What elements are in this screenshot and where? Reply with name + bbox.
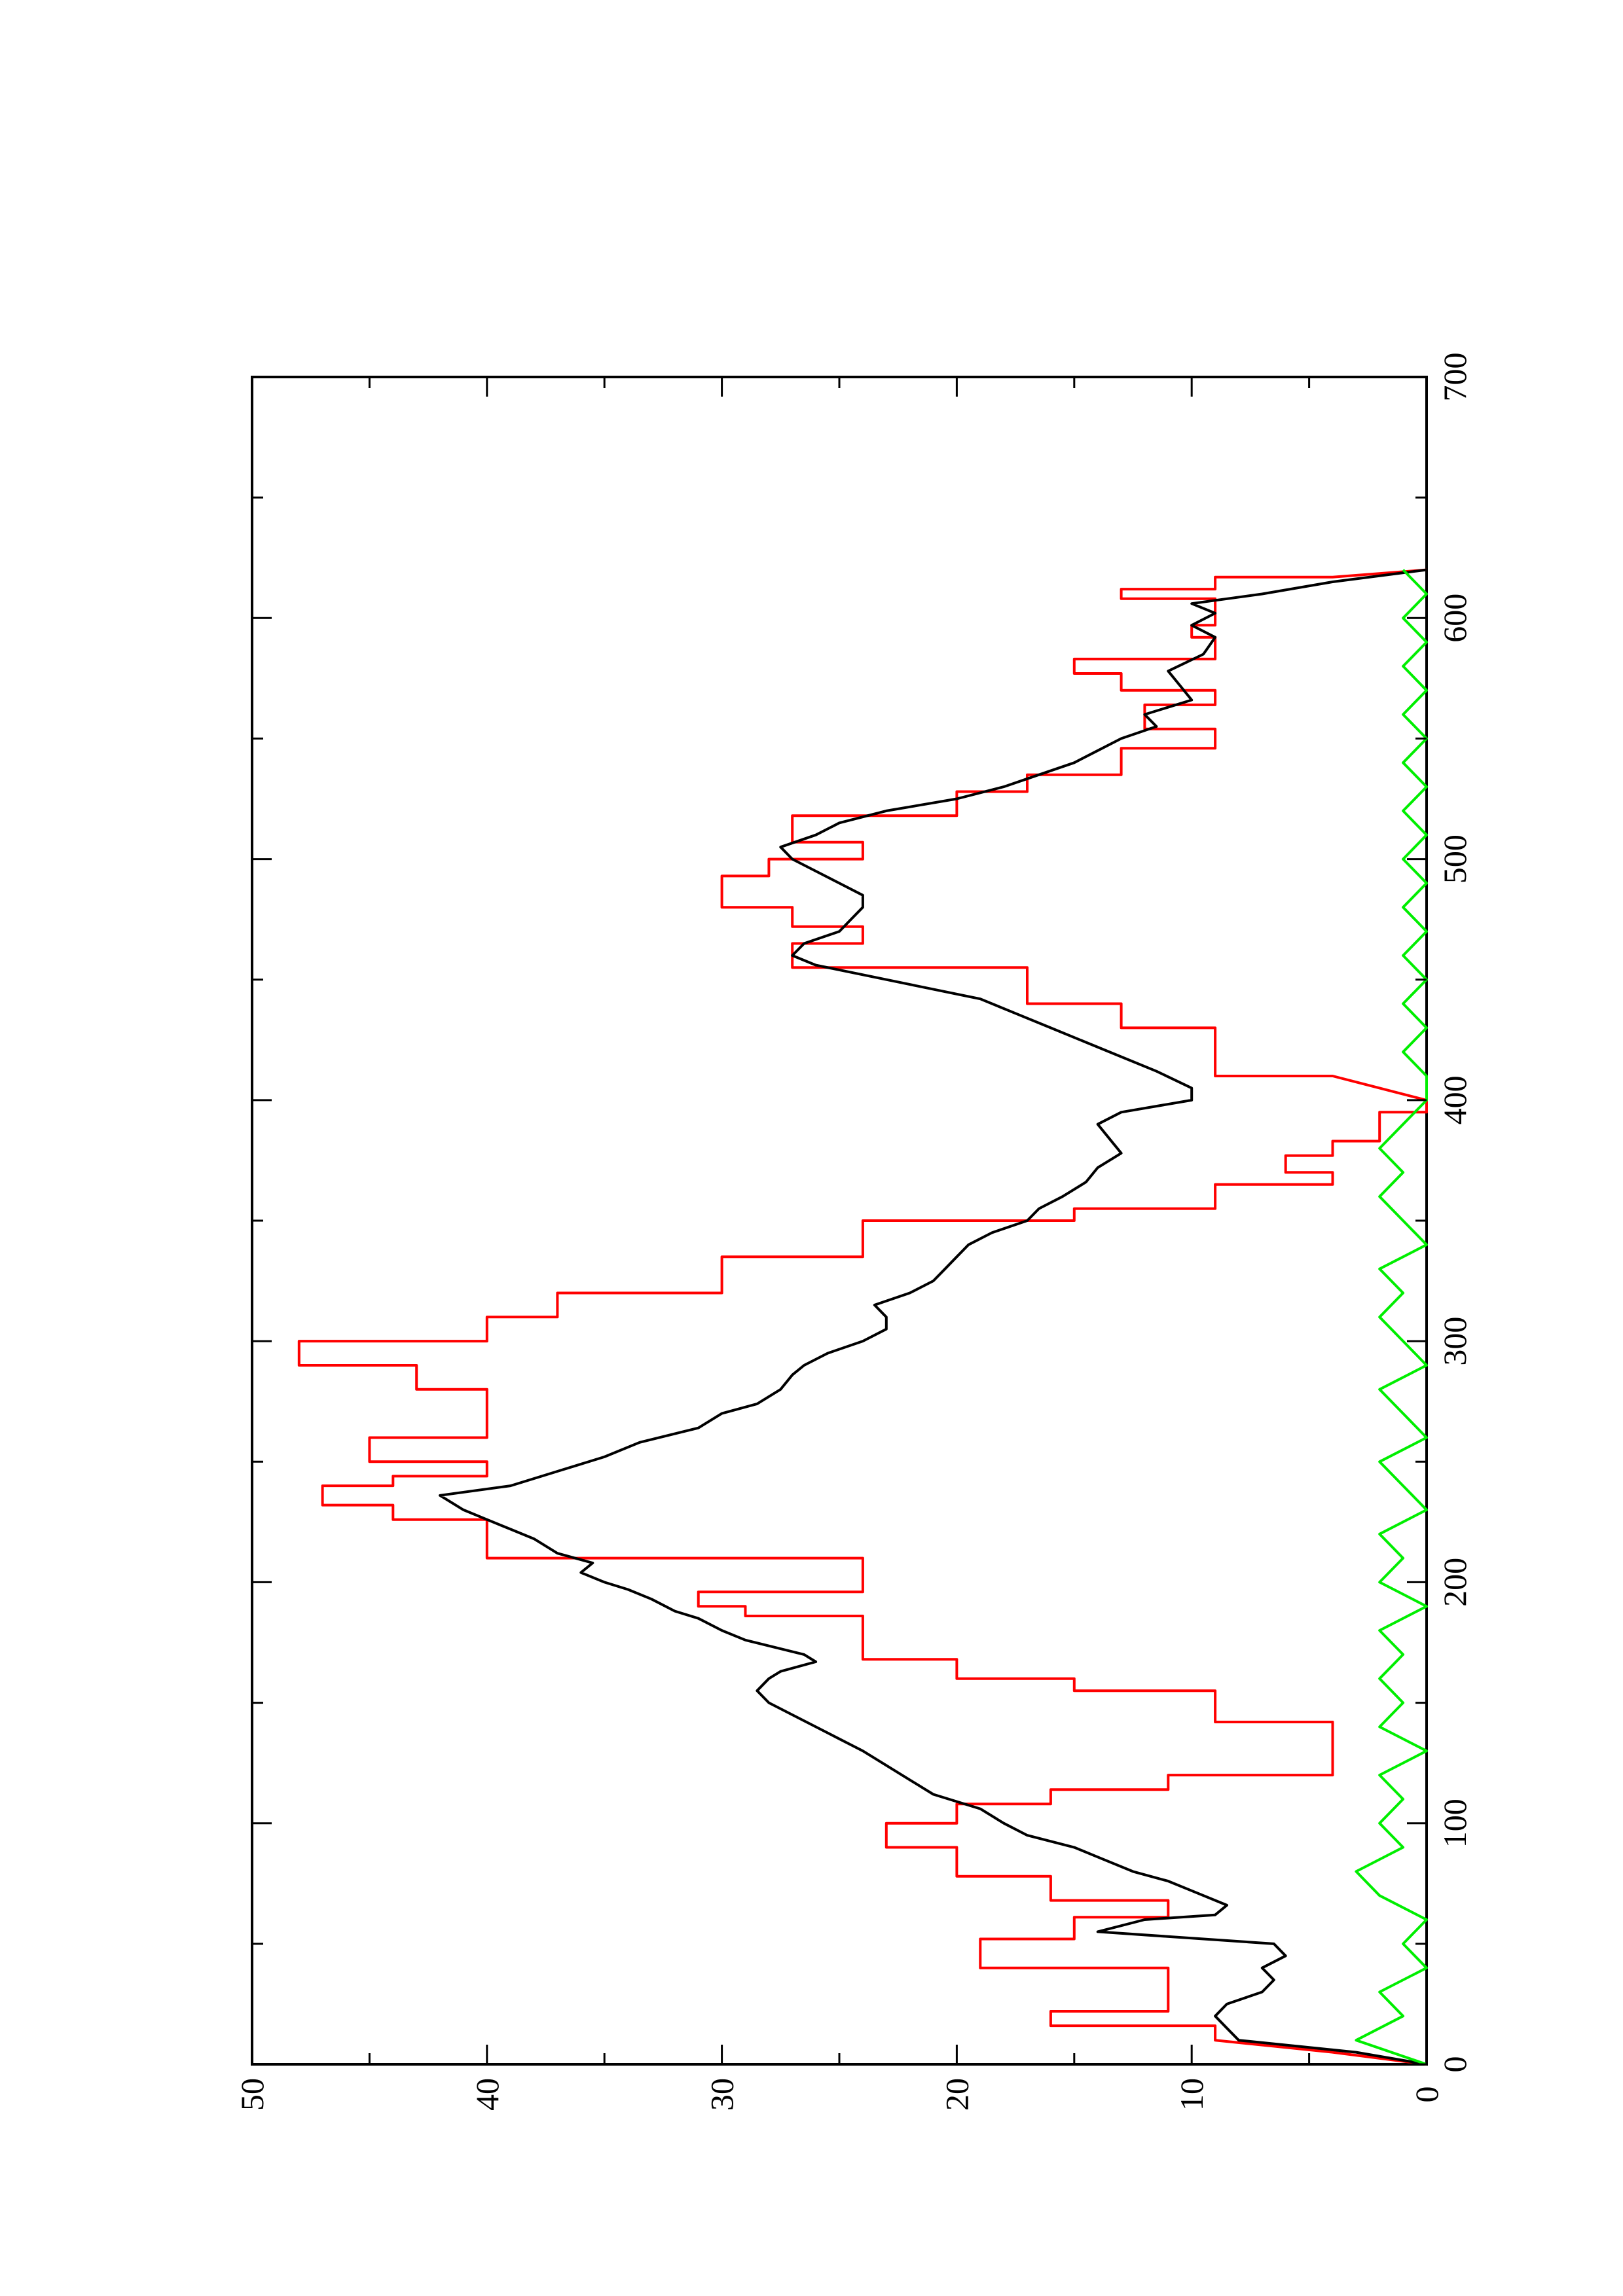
plot-frame bbox=[251, 376, 1428, 2066]
y-tick-label: 10 bbox=[1173, 2078, 1210, 2111]
series-line-1 bbox=[297, 568, 1428, 2066]
x-tick-label: 200 bbox=[1436, 1558, 1473, 1607]
series-layer bbox=[297, 568, 1428, 2066]
y-tick-label: 20 bbox=[938, 2078, 975, 2111]
x-tick-label: 500 bbox=[1436, 834, 1473, 884]
x-tick-label: 400 bbox=[1436, 1075, 1473, 1124]
x-tick-label: 700 bbox=[1436, 353, 1473, 402]
tick-layer bbox=[251, 376, 1428, 2066]
y-tick-label: 30 bbox=[704, 2078, 740, 2111]
y-tick-label: 50 bbox=[234, 2078, 270, 2111]
x-tick-label: 300 bbox=[1436, 1317, 1473, 1366]
y-tick-label: 0 bbox=[1408, 2087, 1445, 2103]
y-tick-label: 40 bbox=[469, 2078, 505, 2111]
series-line-2 bbox=[439, 568, 1427, 2066]
x-tick-label: 100 bbox=[1436, 1799, 1473, 1848]
tick-label-layer: 0 100 200 300 400 500 600 700 0 10 20 30 40 50 bbox=[234, 353, 1473, 2111]
series-line-3 bbox=[1355, 569, 1428, 2066]
x-tick-label: 600 bbox=[1436, 594, 1473, 643]
x-tick-label: 0 bbox=[1436, 2056, 1473, 2073]
